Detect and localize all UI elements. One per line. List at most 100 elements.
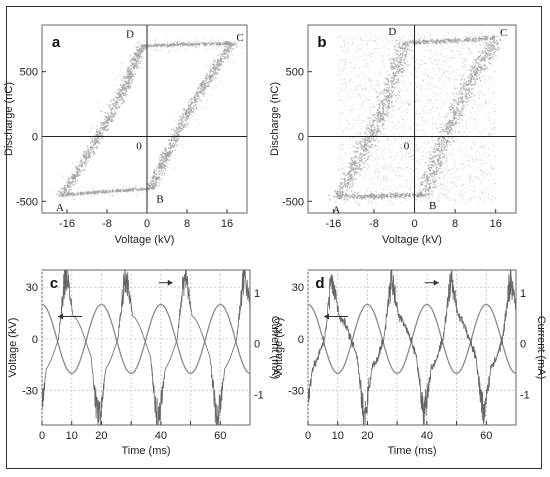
noise-point xyxy=(454,129,456,131)
scatter-point xyxy=(363,166,366,169)
scatter-point xyxy=(207,83,210,86)
scatter-point xyxy=(175,141,178,143)
noise-point xyxy=(483,125,485,127)
scatter-point xyxy=(179,127,182,129)
scatter-point xyxy=(372,129,375,132)
noise-point xyxy=(204,42,206,44)
noise-point xyxy=(218,65,220,67)
noise-point xyxy=(343,50,345,52)
noise-point xyxy=(342,192,344,194)
noise-point xyxy=(61,187,63,189)
scatter-point xyxy=(408,42,411,44)
scatter-point xyxy=(111,103,114,106)
scatter-point xyxy=(404,50,406,52)
scatter-point xyxy=(169,44,172,47)
scatter-point xyxy=(129,72,132,74)
noise-point xyxy=(462,74,464,76)
noise-point xyxy=(403,37,405,39)
scatter-point xyxy=(152,174,155,177)
scatter-point xyxy=(87,160,90,162)
scatter-point xyxy=(398,43,401,46)
scatter-point xyxy=(376,121,379,123)
noise-point xyxy=(492,54,494,56)
noise-point xyxy=(90,153,92,155)
noise-point xyxy=(440,123,442,125)
scatter-point xyxy=(453,104,455,107)
noise-point xyxy=(452,113,454,115)
noise-point xyxy=(65,190,67,192)
scatter-point xyxy=(496,35,498,38)
scatter-point xyxy=(382,104,385,107)
noise-point xyxy=(153,188,155,190)
scatter-point xyxy=(352,166,354,169)
noise-point xyxy=(370,112,372,114)
noise-point xyxy=(465,183,467,185)
noise-point xyxy=(490,52,492,54)
noise-point xyxy=(374,39,376,42)
scatter-point xyxy=(398,65,401,68)
scatter-point xyxy=(166,155,168,158)
scatter-point xyxy=(477,39,480,42)
scatter-point xyxy=(423,173,426,176)
noise-point xyxy=(125,89,127,92)
noise-point xyxy=(167,167,169,169)
noise-point xyxy=(393,167,395,169)
scatter-point xyxy=(204,84,207,87)
scatter-point xyxy=(463,105,465,108)
scatter-point xyxy=(117,190,120,192)
noise-point xyxy=(482,172,484,174)
scatter-point xyxy=(182,126,185,129)
scatter-point xyxy=(386,89,388,92)
scatter-point xyxy=(127,68,130,70)
noise-point xyxy=(412,154,414,156)
scatter-point xyxy=(446,139,449,142)
scatter-point xyxy=(178,119,180,122)
scatter-point xyxy=(354,141,357,143)
scatter-point xyxy=(443,141,446,144)
noise-point xyxy=(465,108,467,110)
scatter-point xyxy=(107,125,110,127)
noise-point xyxy=(450,188,452,190)
noise-point xyxy=(118,99,120,101)
noise-point xyxy=(468,97,470,99)
noise-point xyxy=(394,60,396,62)
scatter-point xyxy=(135,61,138,64)
noise-point xyxy=(209,40,211,42)
noise-point xyxy=(401,174,403,176)
scatter-point xyxy=(381,197,384,200)
scatter-point xyxy=(96,146,98,149)
noise-point xyxy=(433,86,435,88)
noise-point xyxy=(410,146,412,148)
point-label-B: B xyxy=(156,193,163,205)
scatter-point xyxy=(171,150,174,152)
noise-point xyxy=(488,57,490,59)
scatter-point xyxy=(138,57,140,59)
noise-point xyxy=(490,166,492,168)
scatter-point xyxy=(212,69,215,72)
scatter-point xyxy=(68,180,71,183)
scatter-point xyxy=(75,174,78,177)
noise-point xyxy=(489,76,491,78)
noise-point xyxy=(381,152,383,154)
scatter-point xyxy=(135,55,138,58)
scatter-point xyxy=(456,107,459,110)
scatter-point xyxy=(95,134,98,137)
noise-point xyxy=(177,38,179,40)
scatter-point xyxy=(408,194,411,197)
scatter-point xyxy=(235,42,238,45)
scatter-point xyxy=(190,97,193,100)
scatter-point xyxy=(435,184,438,187)
noise-point xyxy=(423,72,425,75)
scatter-point xyxy=(368,195,371,197)
scatter-point xyxy=(440,148,443,151)
noise-point xyxy=(397,151,399,154)
scatter-point xyxy=(220,53,223,56)
noise-point xyxy=(389,193,391,195)
x-tick-label: -16 xyxy=(59,218,75,230)
scatter-point xyxy=(76,169,79,172)
scatter-point xyxy=(198,91,200,94)
scatter-point xyxy=(372,121,375,124)
scatter-point xyxy=(438,177,441,180)
scatter-point xyxy=(135,46,138,48)
noise-point xyxy=(381,42,383,44)
